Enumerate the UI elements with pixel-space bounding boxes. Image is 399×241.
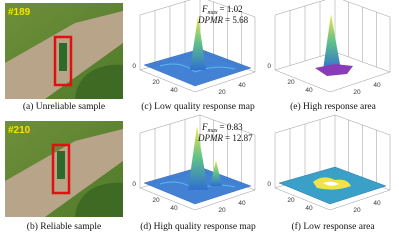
axis-edge <box>194 189 256 211</box>
y-tick-label: 40 <box>238 200 246 207</box>
x-tick-label: 40 <box>170 87 178 94</box>
dpmr-value: = 5.68 <box>225 15 249 25</box>
f-symbol: F <box>201 4 208 14</box>
bounding-box <box>53 35 73 87</box>
y-tick-label: 40 <box>373 200 381 207</box>
y-tick-label: 20 <box>218 89 226 96</box>
axis-edge <box>139 69 196 93</box>
caption: (c) Low quality response map <box>141 101 255 112</box>
annotation: Fmax = 0.83 <box>201 122 243 134</box>
frame-label: #210 <box>8 125 31 136</box>
f-symbol: F <box>201 122 208 132</box>
surface-ripple <box>159 63 236 73</box>
axis-edge <box>329 71 391 93</box>
annotation: Fmax = 1.02 <box>201 4 243 16</box>
f-value: = 0.83 <box>220 122 244 132</box>
peak <box>323 14 341 70</box>
peak <box>210 160 222 186</box>
peak <box>190 16 206 70</box>
axis-edge <box>274 187 331 211</box>
bounding-box <box>51 143 71 195</box>
f-value: = 1.02 <box>220 4 243 14</box>
person <box>57 151 65 179</box>
annotation: DPMR = 5.68 <box>197 15 249 25</box>
panel: #210 <box>5 121 123 217</box>
dpmr-value: = 12.87 <box>225 133 253 143</box>
z-tick-label: 0 <box>132 63 136 70</box>
y-tick-label: 20 <box>218 207 226 214</box>
z-tick-label: 0 <box>267 63 271 70</box>
panel: 20 40 20 40 0 <box>267 0 391 96</box>
patch <box>323 181 339 186</box>
y-tick-label: 40 <box>373 82 381 89</box>
axis-edge <box>194 71 256 93</box>
peak-base <box>315 64 353 76</box>
caption: (d) High quality response map <box>140 221 256 232</box>
x-tick-label: 40 <box>170 205 178 212</box>
z-tick-label: 0 <box>267 181 271 188</box>
f-subscript: max <box>208 10 218 16</box>
y-tick-label: 40 <box>238 82 246 89</box>
caption: (b) Reliable sample <box>27 221 101 232</box>
x-tick-label: 20 <box>287 197 295 204</box>
caption: (f) Low response area <box>291 221 375 232</box>
axis-edge <box>329 189 391 211</box>
x-tick-label: 40 <box>305 87 313 94</box>
bush <box>75 182 123 217</box>
y-tick-label: 20 <box>353 207 361 214</box>
y-tick-label: 20 <box>353 89 361 96</box>
x-tick-label: 20 <box>287 79 295 86</box>
f-subscript: max <box>208 128 218 134</box>
frame-label: #189 <box>8 7 31 18</box>
dpmr-symbol: DPMR <box>197 15 223 25</box>
panel: 20 40 20 40 0 <box>267 114 391 214</box>
x-tick-label: 40 <box>305 205 313 212</box>
panel: #189 <box>5 3 123 99</box>
axis-edge <box>139 187 196 211</box>
annotation: DPMR = 12.87 <box>197 133 253 143</box>
axis-edge <box>274 69 331 93</box>
x-tick-label: 20 <box>152 197 160 204</box>
caption: (e) High response area <box>290 101 377 112</box>
peak <box>188 126 208 190</box>
x-tick-label: 20 <box>152 79 160 86</box>
z-tick-label: 0 <box>132 181 136 188</box>
person <box>59 43 67 71</box>
caption: (a) Unreliable sample <box>23 101 105 112</box>
dpmr-symbol: DPMR <box>197 133 223 143</box>
bush <box>75 64 123 99</box>
